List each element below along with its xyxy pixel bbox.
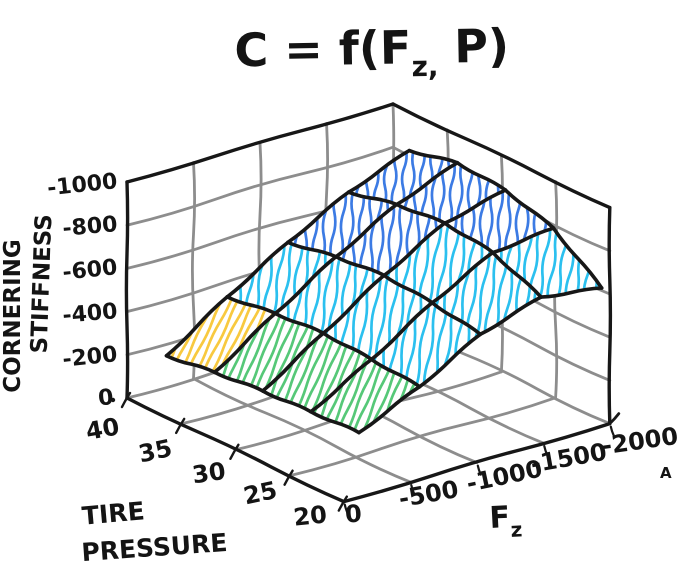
- z-tick-label: -800: [61, 212, 118, 242]
- fz-axis-label: Fz: [489, 499, 523, 543]
- z-tick-label: -1000: [46, 169, 119, 201]
- surface-cell: [275, 256, 385, 334]
- z-axis-label-line1: CORNERING: [0, 239, 26, 393]
- z-tick-label: -600: [61, 255, 118, 286]
- p-tick-label: 35: [136, 434, 174, 468]
- surface-cell: [166, 296, 276, 373]
- p-tick-label: 25: [241, 476, 279, 510]
- z-tick-label: -200: [61, 342, 118, 373]
- axis-note: A: [660, 464, 672, 482]
- z-axis-label-line2: STIFFNESS: [27, 214, 58, 354]
- tick-marks: [110, 391, 615, 515]
- z-tick-label: -400: [61, 299, 118, 329]
- p-axis-label-line1: TIRE: [81, 496, 146, 530]
- fz-tick-label: 0: [344, 499, 363, 528]
- z-zero-tick-dot: [110, 397, 116, 403]
- surface-cell: [371, 302, 481, 387]
- chart-title: C = f(Fz, P): [234, 19, 510, 87]
- surface-cell: [384, 223, 493, 303]
- surface-cell: [323, 275, 433, 360]
- p-axis-label-line2: PRESSURE: [80, 528, 228, 567]
- surface-mesh: [164, 148, 604, 435]
- surface-cell: [227, 242, 336, 314]
- p-tick-label: 20: [292, 500, 328, 531]
- p-tick-label: 40: [84, 412, 122, 445]
- z-tick-label: 0: [97, 385, 114, 411]
- p-tick-label: 30: [190, 457, 227, 489]
